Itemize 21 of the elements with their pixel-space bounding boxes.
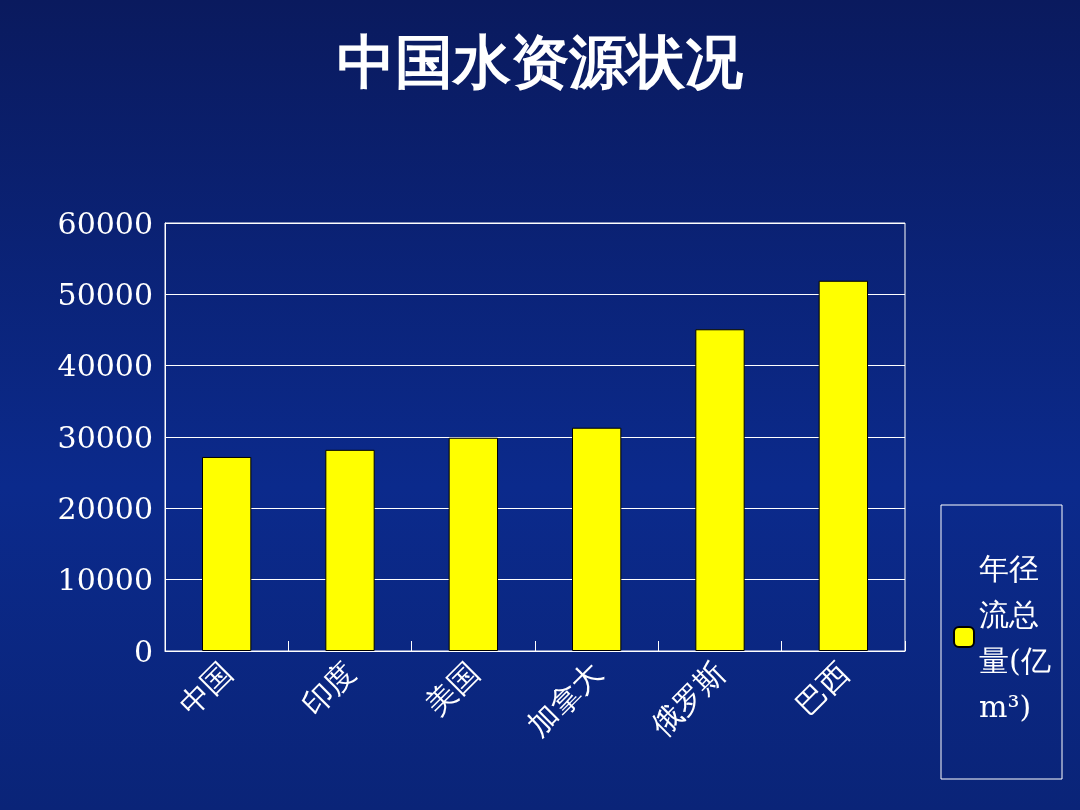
legend-label: 年径流总量(亿m³) xyxy=(979,550,1051,724)
y-tick-label: 30000 xyxy=(57,419,153,455)
x-tick-label: 美国 xyxy=(418,654,486,722)
x-tick-label: 俄罗斯 xyxy=(643,654,733,744)
chart-title: 中国水资源状况 xyxy=(337,28,743,96)
x-tick-label: 巴西 xyxy=(788,654,856,722)
y-tick-label: 40000 xyxy=(57,348,153,384)
bar xyxy=(202,456,252,651)
x-tick-label: 加拿大 xyxy=(520,654,610,744)
bar xyxy=(325,449,375,651)
bar xyxy=(695,329,745,651)
y-tick-label: 10000 xyxy=(57,562,153,598)
y-tick-label: 0 xyxy=(133,633,153,669)
y-tick-label: 50000 xyxy=(57,276,153,312)
y-tick-label: 60000 xyxy=(57,205,153,241)
bar xyxy=(818,280,868,651)
bar xyxy=(448,437,498,651)
y-tick-label: 20000 xyxy=(57,490,153,526)
x-tick-label: 印度 xyxy=(295,654,363,722)
bar xyxy=(572,427,622,651)
x-tick-label: 中国 xyxy=(171,654,240,722)
